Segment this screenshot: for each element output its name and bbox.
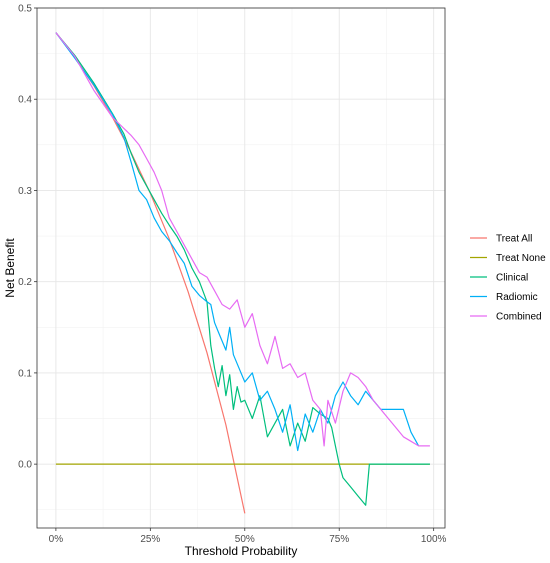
- y-tick-label: 0.3: [18, 186, 32, 197]
- legend-label-radiomic: Radiomic: [496, 292, 538, 303]
- y-axis: 0.0 0.1 0.2 0.3 0.4 0.5: [18, 4, 37, 471]
- series-layer: [55, 32, 430, 514]
- x-axis: 0% 25% 50% 75% 100%: [49, 528, 447, 545]
- y-axis-title: Net Benefit: [3, 238, 17, 298]
- series-line-clinical: [55, 32, 430, 506]
- series-line-combined: [55, 32, 430, 447]
- y-tick-label: 0.0: [18, 460, 32, 471]
- plot-border: [36, 7, 446, 529]
- y-tick-label: 0.5: [18, 4, 32, 15]
- plot-area: [55, 32, 430, 514]
- x-tick-label: 25%: [140, 534, 160, 545]
- grid-lines: [37, 7, 445, 528]
- x-axis-title: Threshold Probability: [185, 544, 298, 558]
- legend-label-clinical: Clinical: [496, 273, 528, 284]
- legend: Treat All Treat None Clinical Radiomic Combi…: [470, 234, 546, 323]
- x-tick-label: 100%: [421, 534, 447, 545]
- x-tick-label: 75%: [329, 534, 349, 545]
- legend-label-treat-none: Treat None: [496, 253, 546, 264]
- legend-label-combined: Combined: [496, 312, 542, 323]
- legend-label-treat-all: Treat All: [496, 234, 532, 245]
- x-tick-label: 0%: [49, 534, 64, 545]
- y-tick-label: 0.2: [18, 277, 32, 288]
- y-tick-label: 0.1: [18, 368, 32, 379]
- x-tick-label: 50%: [235, 534, 255, 545]
- series-line-radiomic: [55, 32, 420, 452]
- y-tick-label: 0.4: [18, 95, 32, 106]
